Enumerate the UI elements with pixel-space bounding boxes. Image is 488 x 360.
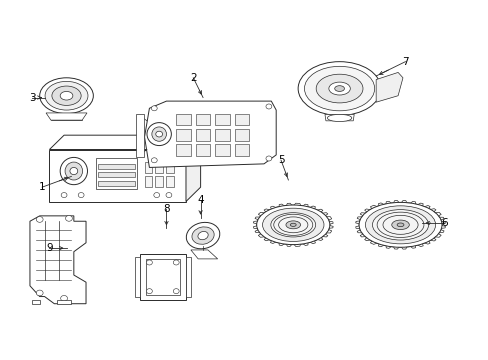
Bar [98, 172, 135, 177]
Ellipse shape [70, 167, 78, 175]
Bar [135, 257, 140, 297]
Ellipse shape [61, 296, 67, 301]
Ellipse shape [154, 193, 159, 198]
Ellipse shape [60, 91, 73, 100]
Bar [145, 259, 180, 295]
Ellipse shape [365, 206, 435, 244]
Polygon shape [144, 101, 276, 167]
Ellipse shape [36, 217, 43, 222]
Ellipse shape [304, 66, 374, 111]
Bar [176, 114, 190, 125]
Ellipse shape [376, 212, 423, 238]
Ellipse shape [298, 62, 380, 116]
Bar [98, 163, 135, 169]
Bar [234, 129, 249, 140]
Ellipse shape [270, 213, 315, 237]
Ellipse shape [265, 104, 271, 109]
Ellipse shape [382, 215, 417, 234]
Ellipse shape [173, 260, 179, 265]
Bar [234, 144, 249, 156]
Bar [49, 149, 185, 202]
Polygon shape [49, 135, 200, 149]
Ellipse shape [198, 231, 208, 240]
Ellipse shape [192, 227, 214, 244]
Polygon shape [325, 114, 353, 121]
Text: 1: 1 [39, 182, 45, 192]
Bar [234, 114, 249, 125]
Ellipse shape [396, 223, 403, 227]
Ellipse shape [316, 74, 362, 103]
Bar [98, 181, 135, 186]
Ellipse shape [45, 81, 88, 110]
Text: 4: 4 [197, 195, 203, 205]
Polygon shape [32, 300, 40, 304]
Bar [195, 114, 210, 125]
Bar [144, 176, 152, 187]
Ellipse shape [61, 193, 67, 198]
Bar [215, 144, 229, 156]
Ellipse shape [165, 193, 171, 198]
Polygon shape [190, 250, 217, 259]
Ellipse shape [173, 289, 179, 294]
Bar [136, 114, 143, 157]
Ellipse shape [152, 127, 166, 141]
Ellipse shape [151, 158, 157, 163]
Ellipse shape [151, 106, 157, 111]
Ellipse shape [147, 123, 171, 145]
Polygon shape [375, 72, 402, 102]
Bar [195, 129, 210, 140]
Ellipse shape [334, 86, 344, 91]
Bar [144, 162, 152, 173]
Ellipse shape [372, 210, 428, 240]
Ellipse shape [391, 220, 408, 230]
Bar [165, 176, 173, 187]
Ellipse shape [328, 82, 349, 95]
Ellipse shape [186, 222, 219, 249]
Ellipse shape [290, 223, 296, 226]
Ellipse shape [156, 131, 162, 137]
Ellipse shape [256, 205, 329, 245]
Ellipse shape [40, 78, 93, 114]
Ellipse shape [278, 217, 307, 233]
Bar [215, 114, 229, 125]
Ellipse shape [327, 114, 351, 122]
Ellipse shape [262, 208, 324, 242]
Text: 9: 9 [46, 243, 53, 253]
Bar [185, 257, 190, 297]
Ellipse shape [146, 289, 152, 294]
Ellipse shape [65, 162, 82, 180]
Polygon shape [185, 135, 200, 202]
Polygon shape [57, 300, 71, 304]
Text: 3: 3 [29, 93, 36, 103]
Text: 2: 2 [190, 73, 196, 83]
Text: 7: 7 [401, 57, 408, 67]
Ellipse shape [36, 290, 43, 296]
Ellipse shape [52, 86, 81, 105]
Bar [215, 129, 229, 140]
Bar [176, 129, 190, 140]
Text: 8: 8 [163, 204, 169, 214]
Bar [165, 162, 173, 173]
Bar [195, 144, 210, 156]
Ellipse shape [146, 260, 152, 265]
Bar [155, 176, 163, 187]
Bar [96, 158, 137, 189]
Bar [176, 144, 190, 156]
Text: 5: 5 [277, 155, 284, 165]
Ellipse shape [78, 193, 84, 198]
Ellipse shape [285, 221, 300, 229]
Bar [155, 162, 163, 173]
Bar [140, 253, 185, 300]
Ellipse shape [358, 202, 441, 247]
Ellipse shape [273, 214, 312, 235]
Text: 6: 6 [440, 218, 447, 228]
Ellipse shape [265, 156, 271, 161]
Ellipse shape [65, 216, 72, 221]
Polygon shape [30, 216, 86, 304]
Ellipse shape [60, 157, 87, 185]
Polygon shape [46, 113, 87, 120]
